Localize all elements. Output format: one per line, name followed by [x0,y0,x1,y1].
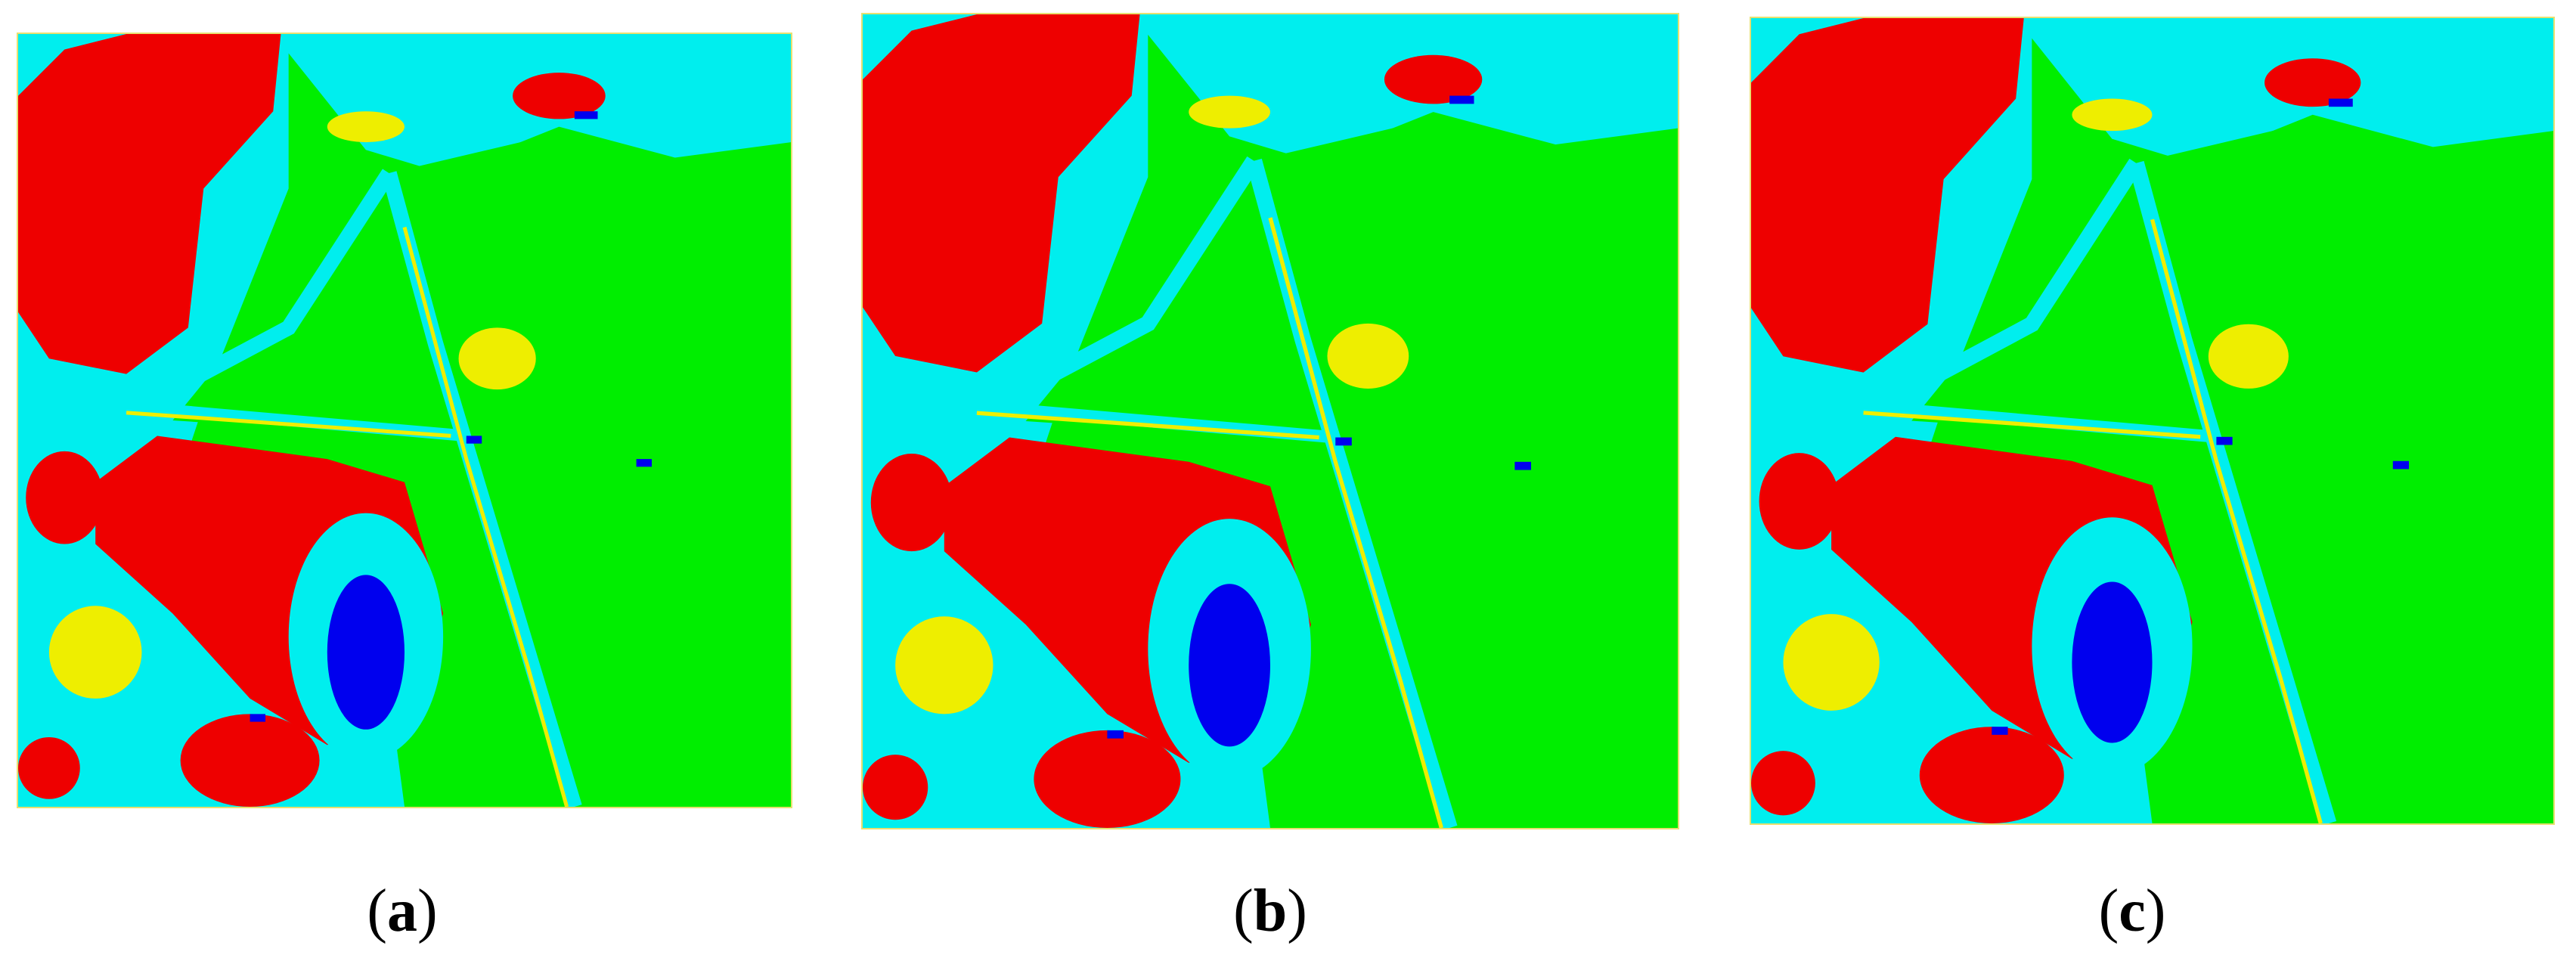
caption-part: ( [1233,878,1254,944]
caption-part: a [387,878,417,944]
classification-map [1750,17,2555,825]
classification-map [17,33,792,808]
caption-part: ) [417,878,438,944]
caption: (b) [1119,877,1421,946]
caption-part: ( [367,878,387,944]
caption-part: b [1253,878,1288,944]
caption-part: ) [1287,878,1307,944]
caption: (a) [251,877,553,946]
caption-part: ( [2098,878,2119,944]
caption-part: ) [2145,878,2166,944]
caption: (c) [1981,877,2283,946]
classification-map [861,13,1679,829]
caption-part: c [2119,878,2146,944]
